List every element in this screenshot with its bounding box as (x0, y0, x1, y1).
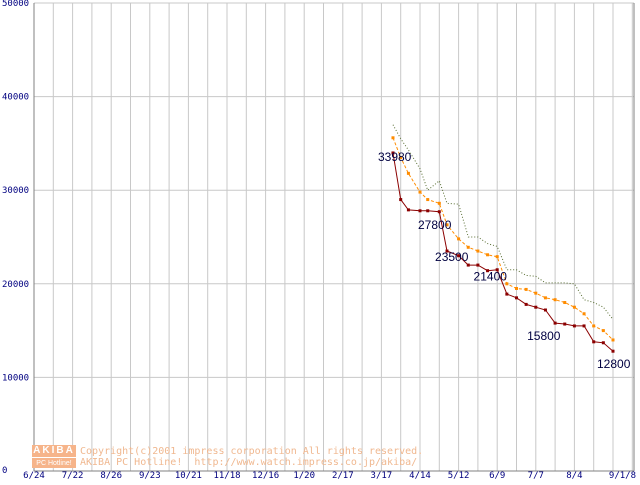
x-tick-label: 3/17 (371, 471, 393, 480)
series-point-2 (426, 198, 430, 202)
logo-bottom-text: PC Hotline! (32, 457, 76, 468)
series-point-1 (406, 208, 410, 212)
series-point-2 (457, 237, 461, 241)
data-label: 33980 (378, 150, 412, 164)
copyright-line-1: Copyright(c)2001 impress corporation All… (80, 446, 424, 457)
series-point-1 (611, 349, 615, 353)
series-lines (391, 124, 615, 353)
series-point-1 (399, 198, 403, 202)
grid (33, 2, 635, 472)
x-tick-label: 6/9 (489, 471, 505, 480)
x-tick-label: 11/18 (213, 471, 240, 480)
data-label: 15800 (527, 329, 561, 343)
series-point-2 (495, 255, 499, 259)
series-point-2 (611, 338, 615, 342)
series-point-2 (534, 291, 538, 295)
series-point-2 (505, 282, 509, 286)
series-point-1 (457, 254, 461, 258)
series-point-1 (505, 292, 509, 296)
data-label: 27800 (418, 218, 452, 232)
series-point-1 (601, 341, 605, 345)
copyright-line-2: AKIBA PC Hotline! http://www.watch.impre… (80, 457, 418, 468)
series-point-1 (486, 269, 490, 273)
series-line-2 (392, 137, 614, 341)
y-axis-ticks: 0 10000 20000 30000 40000 50000 (2, 0, 29, 476)
series-point-2 (601, 329, 605, 333)
x-tick-label: 9/1/8 (609, 471, 636, 480)
data-label: 12800 (597, 357, 631, 371)
x-tick-label: 2/17 (332, 471, 354, 480)
series-point-2 (406, 171, 410, 175)
y-tick-label: 50000 (2, 0, 29, 9)
series-point-2 (572, 305, 576, 309)
x-tick-label: 10/21 (175, 471, 202, 480)
series-point-1 (524, 302, 528, 306)
data-labels: 33980 27800 23500 21400 15800 12800 (378, 150, 631, 371)
x-tick-label: 8/4 (566, 471, 582, 480)
series-point-2 (391, 136, 395, 140)
akiba-logo: AKIBA PC Hotline! (32, 445, 76, 468)
y-tick-label: 0 (2, 466, 7, 476)
data-label: 21400 (474, 270, 508, 284)
series-point-2 (476, 249, 480, 253)
series-point-1 (553, 321, 557, 325)
series-point-1 (495, 268, 499, 272)
series-point-1 (466, 263, 470, 267)
series-point-1 (543, 308, 547, 312)
x-tick-label: 12/16 (252, 471, 279, 480)
x-tick-label: 7/22 (62, 471, 84, 480)
series-point-2 (524, 287, 528, 291)
series-point-2 (543, 296, 547, 300)
series-line-1 (392, 152, 614, 352)
series-point-2 (563, 301, 567, 305)
series-point-2 (582, 312, 586, 316)
series-point-1 (572, 324, 576, 328)
series-point-2 (399, 155, 403, 159)
series-point-2 (437, 201, 441, 205)
x-tick-label: 7/7 (528, 471, 544, 480)
series-point-1 (391, 151, 395, 155)
series-point-1 (426, 209, 430, 213)
x-tick-label: 4/14 (409, 471, 431, 480)
data-label: 23500 (435, 250, 469, 264)
y-tick-label: 30000 (2, 186, 29, 196)
y-tick-label: 40000 (2, 93, 29, 103)
series-point-1 (515, 296, 518, 300)
series-point-1 (534, 305, 538, 309)
copyright-notice: Copyright(c)2001 impress corporation All… (80, 446, 423, 468)
x-axis-ticks: 6/24 7/22 8/26 9/23 10/21 11/18 12/16 1/20 2/17 3… (23, 471, 636, 481)
series-point-1 (592, 340, 596, 344)
series-point-2 (445, 223, 449, 227)
x-tick-label: 9/23 (139, 471, 161, 480)
series-point-1 (418, 209, 422, 213)
series-point-1 (582, 324, 586, 328)
x-tick-label: 8/26 (100, 471, 122, 480)
x-tick-label: 6/24 (23, 471, 45, 480)
logo-top-text: AKIBA (32, 445, 76, 457)
y-tick-label: 20000 (2, 280, 29, 290)
series-point-1 (445, 249, 449, 253)
series-point-2 (486, 253, 490, 257)
series-point-1 (437, 210, 441, 214)
series-point-1 (563, 322, 567, 326)
series-point-2 (592, 324, 596, 328)
x-tick-label: 1/20 (293, 471, 315, 480)
y-tick-label: 10000 (2, 373, 29, 383)
series-point-1 (476, 263, 480, 267)
series-point-2 (418, 190, 422, 194)
x-tick-label: 5/12 (448, 471, 470, 480)
series-point-2 (515, 286, 518, 290)
series-point-2 (466, 245, 470, 249)
series-point-2 (553, 298, 557, 302)
